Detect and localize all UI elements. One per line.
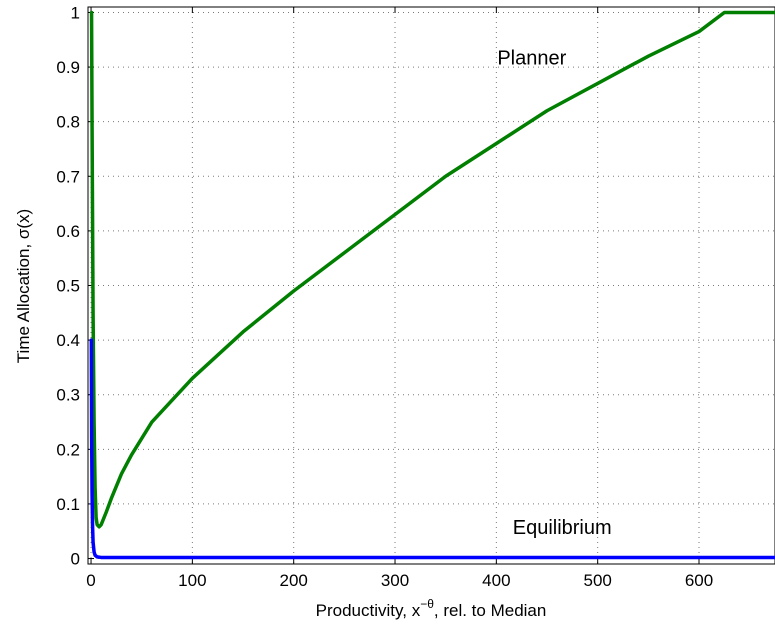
series-lines [89,10,775,560]
annotation-planner: Planner [497,47,566,69]
y-axis-title: Time Allocation, σ(x) [14,209,33,363]
series-line-equilibrium [89,338,775,560]
y-tick-label: 0.1 [56,495,80,514]
y-tick-label: 0.7 [56,167,80,186]
grid-lines [88,7,775,564]
y-tick-label: 0 [71,550,80,569]
y-tick-label: 0.4 [56,331,80,350]
x-tick-label: 500 [583,571,611,590]
x-tick-label: 400 [482,571,510,590]
y-tick-label: 1 [71,3,80,22]
y-tick-label: 0.2 [56,440,80,459]
x-axis-title: Productivity, x−θ, rel. to Median [316,597,547,620]
x-tick-label: 0 [86,571,95,590]
tick-labels: 0 100 200 300 400 500 600 0 0.1 0.2 0.3 0.4 0.5 0.6 0.… [56,3,713,590]
y-tick-label: 0.5 [56,277,80,296]
annotation-equilibrium: Equilibrium [513,517,612,539]
x-tick-label: 300 [381,571,409,590]
series-line-planner [89,10,775,529]
x-tick-label: 200 [280,571,308,590]
annotations: Planner Equilibrium [497,47,611,539]
x-tick-label: 100 [178,571,206,590]
y-tick-label: 0.6 [56,222,80,241]
y-tick-label: 0.9 [56,58,80,77]
x-tick-label: 600 [685,571,713,590]
y-tick-label: 0.3 [56,386,80,405]
y-tick-label: 0.8 [56,113,80,132]
plot-frame [87,6,775,565]
